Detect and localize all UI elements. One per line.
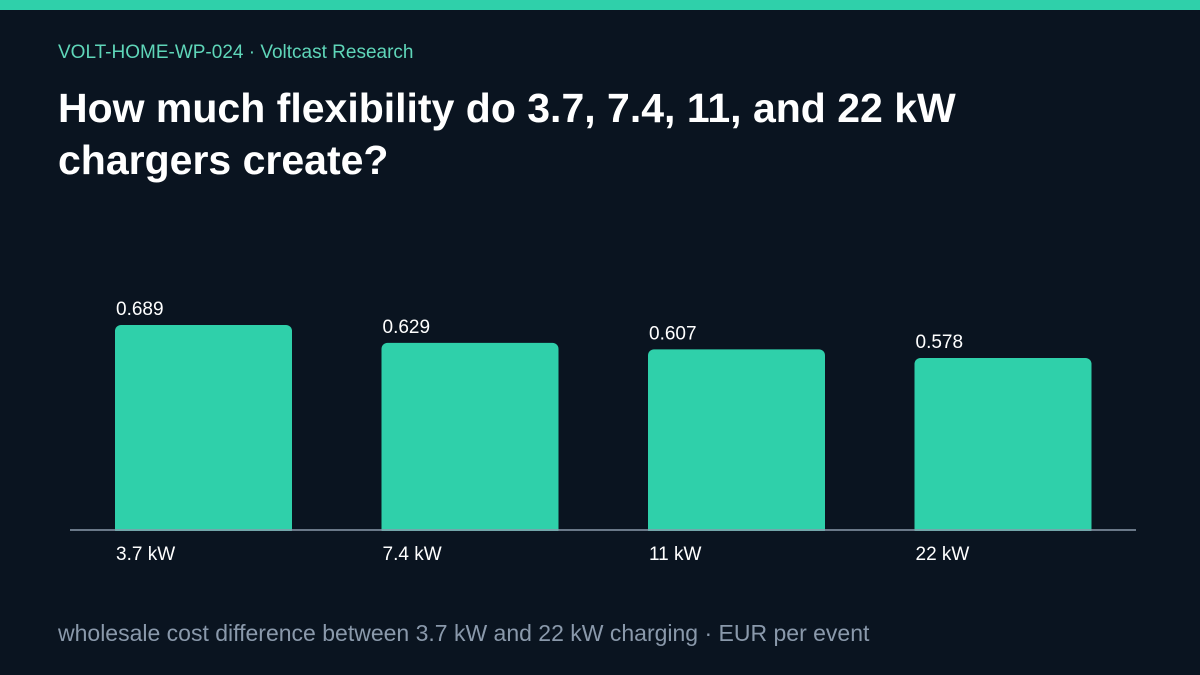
bars-layer — [0, 325, 1200, 539]
bar-2 — [381, 342, 559, 536]
chart-footnote: wholesale cost difference between 3.7 kW… — [58, 620, 870, 646]
bar-value-label: 0.689 — [116, 299, 164, 320]
x-tick-label: 7.4 kW — [383, 544, 442, 565]
x-tick-label: 11 kW — [649, 544, 702, 565]
bar-1 — [115, 325, 292, 536]
x-tick-label: 22 kW — [916, 544, 970, 565]
top-accent-bar — [0, 0, 1200, 10]
bar-4 — [914, 358, 1092, 536]
report-eyebrow: VOLT-HOME-WP-024 · Voltcast Research — [58, 42, 414, 63]
labels-layer: 0.689 3.7 kW 0.629 7.4 kW 0.607 11 kW 0.578 22 … — [116, 299, 969, 565]
bar-value-label: 0.607 — [649, 323, 697, 344]
x-tick-label: 3.7 kW — [116, 544, 175, 565]
chart-title: How much flexibility do 3.7, 7.4, 11, an… — [58, 85, 956, 183]
baseline-mask — [0, 531, 1200, 539]
bar-value-label: 0.578 — [916, 332, 964, 353]
bar-value-label: 0.629 — [383, 317, 431, 338]
bar-3 — [648, 349, 825, 536]
